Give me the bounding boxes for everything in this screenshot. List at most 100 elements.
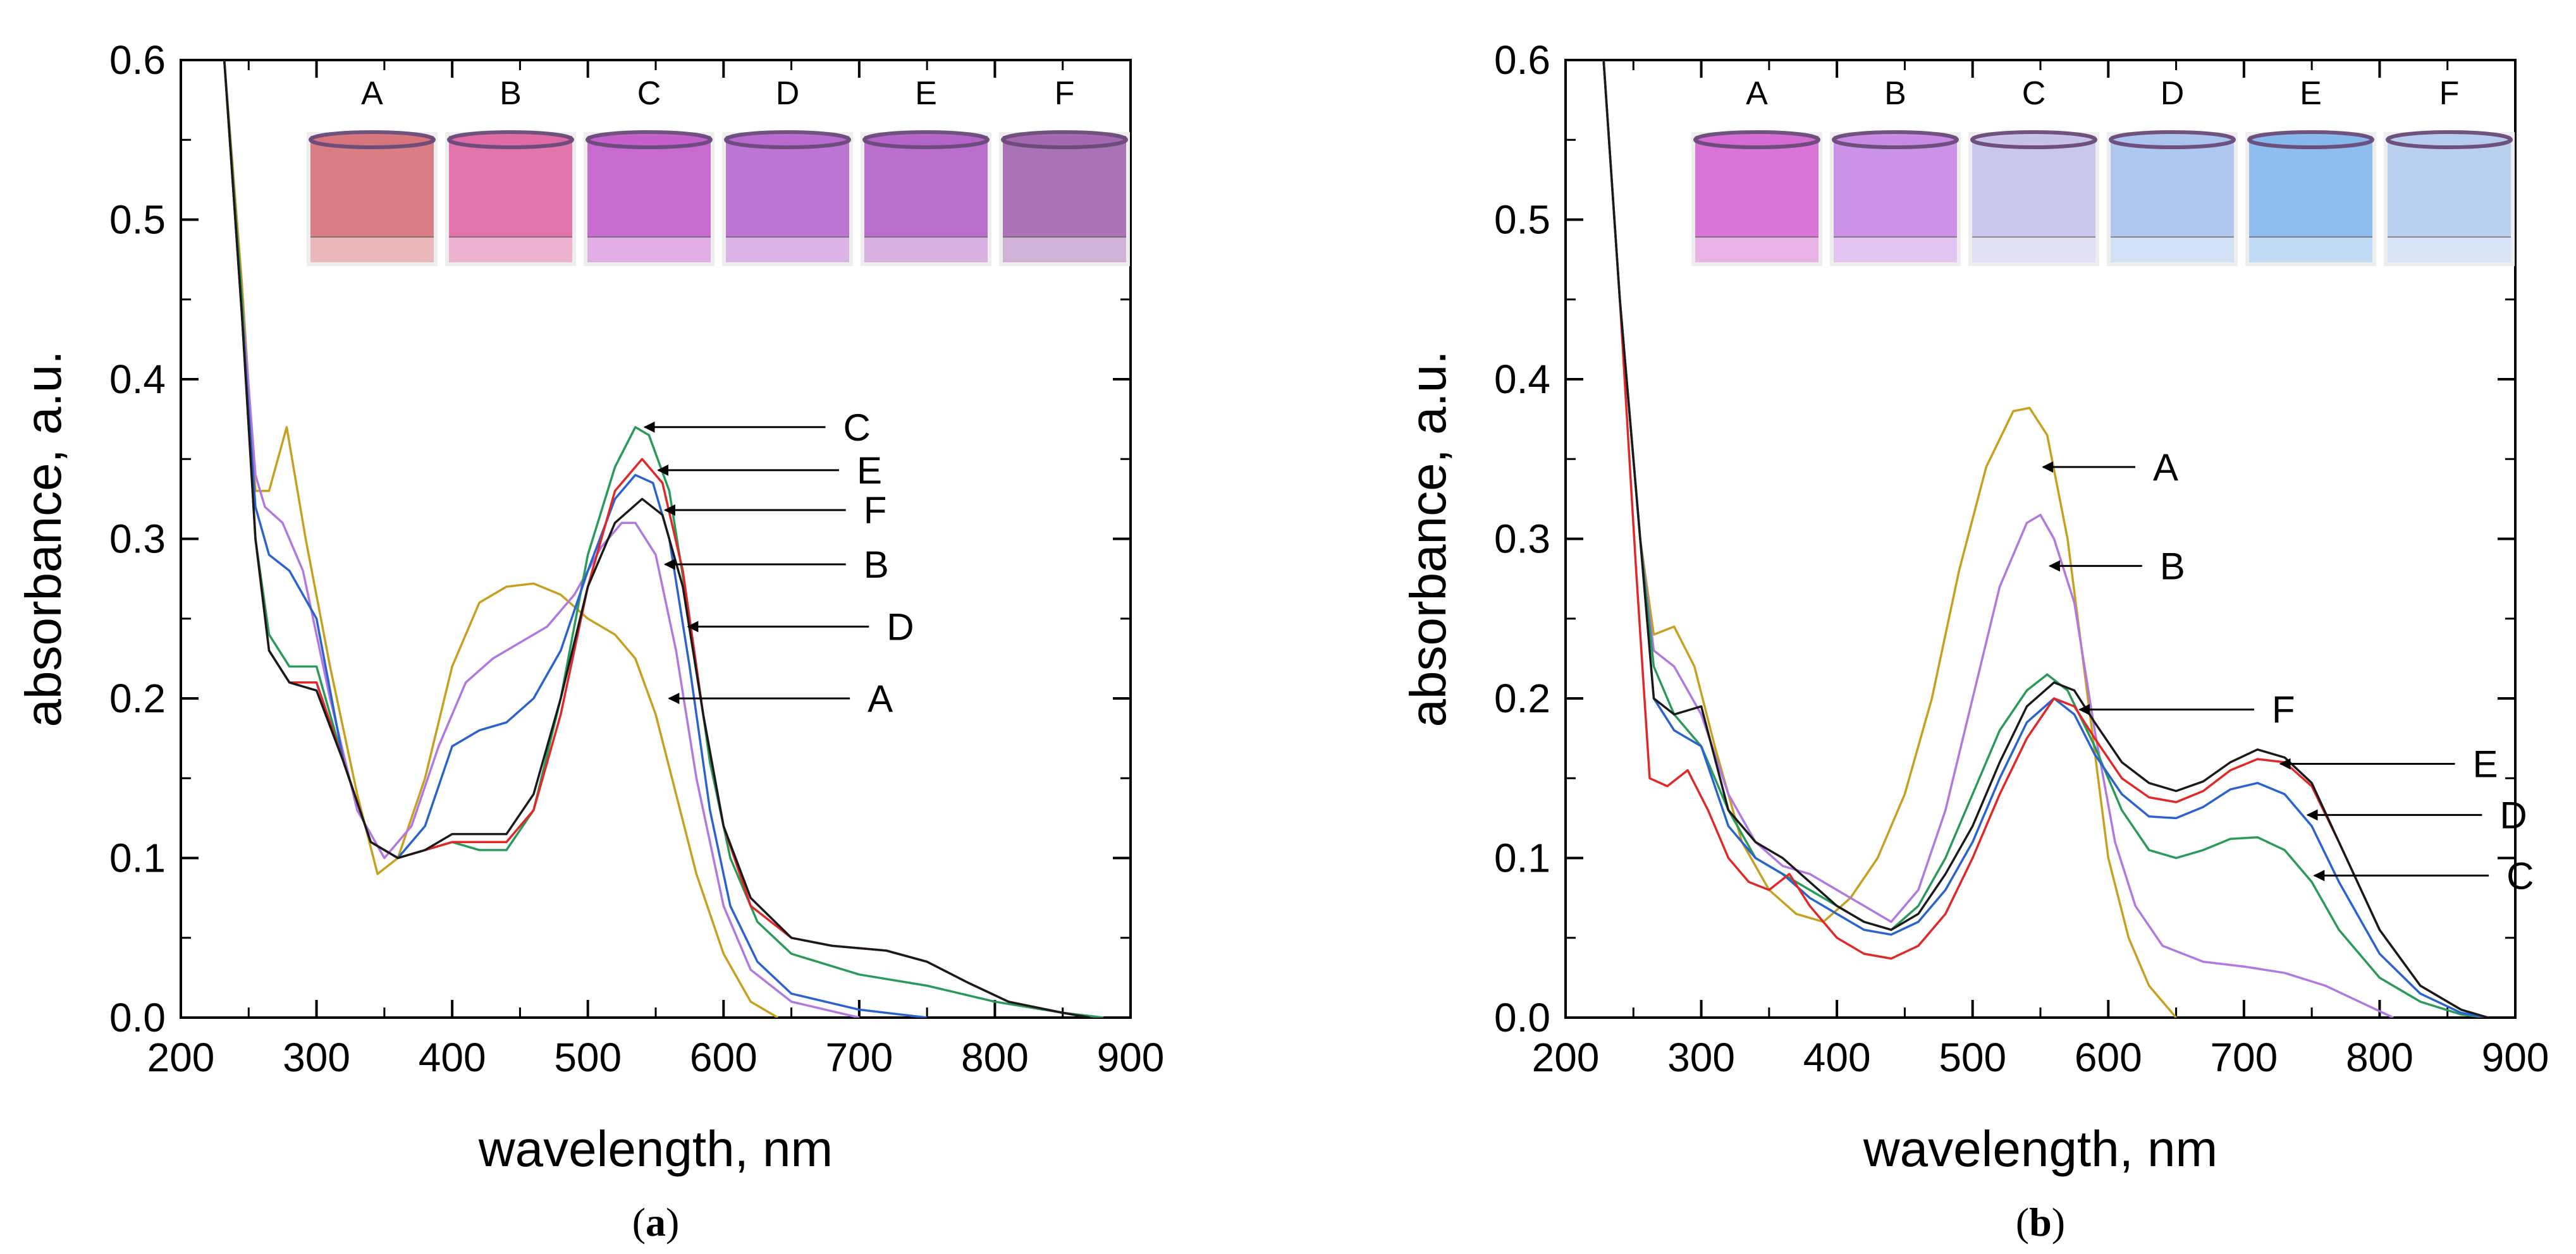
panel-a: 200 300 400 500 600 700 800 900 0.0 0.1 0.2 0.3 0.4 0…: [15, 37, 1164, 1245]
x-tick-label: 900: [1097, 1035, 1165, 1080]
vial-image: [1691, 130, 1822, 266]
vial-label: A: [361, 75, 383, 112]
x-tick-label: 300: [1667, 1035, 1735, 1080]
vial-rim: [1001, 130, 1128, 149]
vial-label: B: [500, 75, 522, 112]
y-tick-label: 0.1: [109, 836, 166, 881]
panel-b: 200 300 400 500 600 700 800 900 0.0 0.1 0.2 0.3 0.4 0…: [1400, 37, 2549, 1245]
y-tick-label: 0.5: [109, 197, 166, 243]
vial-liquid: [2111, 136, 2234, 262]
series-group: [223, 60, 1104, 1018]
vial-liquid: [1003, 136, 1126, 262]
annotation-label: A: [2153, 446, 2178, 489]
vial-image: [1968, 130, 2099, 266]
y-tick-label: 0.3: [1494, 516, 1550, 562]
x-tick-label: 600: [2075, 1035, 2142, 1080]
vial-rim: [447, 130, 574, 149]
y-tick-label: 0.2: [109, 676, 166, 721]
vial-image: [2107, 130, 2238, 266]
vial-liquid: [2249, 136, 2372, 262]
vial-rim: [1970, 130, 2097, 149]
inset-vials: A B C D E F: [307, 75, 1130, 266]
vial-label: F: [1055, 75, 1075, 112]
vial-base: [2249, 237, 2372, 262]
y-tick-label: 0.6: [109, 37, 166, 83]
vial-rim: [2109, 130, 2236, 149]
series-line-F: [223, 60, 1090, 1018]
x-axis-title: wavelength, nm: [478, 1121, 833, 1177]
series-line-D: [1602, 60, 2489, 1018]
series-line-D: [223, 60, 928, 1018]
vial-liquid: [726, 136, 849, 262]
annotation-label: D: [886, 606, 914, 648]
vial-label: F: [2439, 75, 2460, 112]
vial-base: [1003, 237, 1126, 262]
vial-label: D: [2161, 75, 2185, 112]
vial-image: [584, 130, 715, 266]
vial-rim: [1832, 130, 1959, 149]
y-tick-label: 0.6: [1494, 37, 1550, 83]
annotation-label: E: [857, 449, 882, 492]
x-tick-label: 800: [2346, 1035, 2413, 1080]
y-axis-title: absorbance, a.u.: [1400, 351, 1456, 727]
x-tick-label: 200: [1532, 1035, 1600, 1080]
vial-image: [2384, 130, 2515, 266]
series-line-C: [223, 60, 1104, 1018]
vial-label: B: [1884, 75, 1906, 112]
vial-liquid: [864, 136, 988, 262]
annotation-label: C: [843, 406, 871, 449]
y-tick-label: 0.2: [1494, 676, 1550, 721]
vial-label: C: [637, 75, 661, 112]
annotation-label: E: [2473, 743, 2498, 786]
y-tick-label: 0.4: [1494, 356, 1550, 402]
vial-liquid: [310, 136, 434, 262]
series-group: [1602, 60, 2489, 1018]
series-line-B: [223, 60, 860, 1018]
x-tick-label: 500: [1939, 1035, 2006, 1080]
vial-label: A: [1746, 75, 1768, 112]
vial-base: [1695, 237, 1819, 262]
vial-rim: [2386, 130, 2513, 149]
vial-liquid: [1695, 136, 1819, 262]
annotation-label: F: [2272, 689, 2295, 731]
vial-image: [445, 130, 576, 266]
y-tick-label: 0.5: [1494, 197, 1550, 243]
vial-label: E: [915, 75, 937, 112]
vial-base: [864, 237, 988, 262]
vial-liquid: [1972, 136, 2095, 262]
vial-liquid: [2388, 136, 2511, 262]
annotation-label: C: [2506, 855, 2534, 897]
vial-rim: [586, 130, 713, 149]
x-tick-label: 800: [961, 1035, 1029, 1080]
vial-image: [307, 130, 438, 266]
x-tick-label: 200: [147, 1035, 215, 1080]
panel-label: (b): [2016, 1200, 2065, 1245]
vial-label: C: [2022, 75, 2046, 112]
vial-image: [1830, 130, 1961, 266]
vial-base: [449, 237, 572, 262]
vial-liquid: [449, 136, 572, 262]
y-tick-label: 0.4: [109, 356, 166, 402]
vial-label: E: [2300, 75, 2322, 112]
vial-rim: [309, 130, 436, 149]
annotation-label: B: [2160, 545, 2185, 587]
annotation-label: B: [864, 544, 889, 586]
x-tick-label: 500: [554, 1035, 622, 1080]
vial-base: [726, 237, 849, 262]
x-tick-label: 600: [690, 1035, 757, 1080]
vial-rim: [724, 130, 851, 149]
vial-liquid: [587, 136, 711, 262]
x-tick-label: 300: [283, 1035, 350, 1080]
vial-image: [999, 130, 1130, 266]
x-tick-label: 400: [419, 1035, 486, 1080]
vial-base: [587, 237, 711, 262]
series-line-F: [1602, 60, 2489, 1018]
annotation-label: F: [864, 489, 887, 532]
vial-base: [310, 237, 434, 262]
vial-image: [861, 130, 991, 266]
x-tick-label: 400: [1803, 1035, 1871, 1080]
vial-label: D: [776, 75, 800, 112]
x-axis-title: wavelength, nm: [1863, 1121, 2217, 1177]
series-line-A: [223, 60, 778, 1018]
